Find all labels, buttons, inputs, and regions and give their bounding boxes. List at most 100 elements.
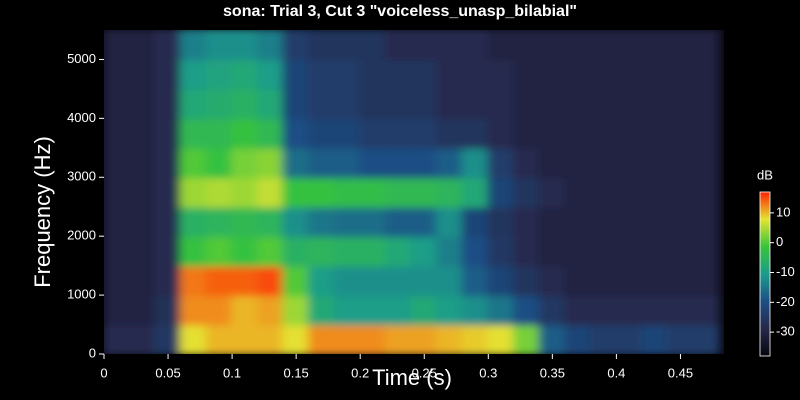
heatmap-cell [384,235,413,267]
y-tick-label: 3000 [67,169,96,184]
heatmap-cell [666,30,695,61]
heatmap-cell [410,235,439,267]
heatmap-cell [410,323,439,354]
heatmap-cell [128,323,157,354]
heatmap-cell [256,30,285,61]
heatmap-cell [154,205,182,238]
heatmap-cell [104,176,131,208]
heatmap-cell [179,264,208,297]
heatmap-cell [461,30,490,61]
heatmap-cell [282,205,310,238]
heatmap-cell [615,235,644,267]
heatmap-cell [128,117,157,149]
heatmap-cell [179,146,208,179]
heatmap-cell [615,30,644,61]
colorbar-tick-label: -10 [776,264,795,279]
heatmap-cell [307,323,336,354]
heatmap-cell [692,205,720,238]
x-tick-label: 0.1 [223,365,241,380]
colorbar-label: dB [757,167,773,182]
heatmap-cell [282,323,310,354]
heatmap-cell [179,58,208,90]
heatmap-cell [641,323,669,354]
heatmap-cell [487,294,515,326]
heatmap-cell [487,264,515,297]
x-tick-label: 0.3 [479,365,497,380]
heatmap-cell [666,294,695,326]
heatmap-cell [461,323,490,354]
heatmap-cell [692,264,720,297]
heatmap-cell [128,30,157,61]
heatmap-cell [205,117,234,149]
heatmap-cell [589,87,618,120]
heatmap-cell [615,264,644,297]
heatmap-cell [641,176,669,208]
heatmap-cell [359,264,387,297]
heatmap-cell [256,264,285,297]
heatmap-cell [231,30,259,61]
x-tick-label: 0.45 [668,365,693,380]
heatmap-cell [512,87,541,120]
heatmap-cell [179,30,208,61]
heatmap-cell [436,30,464,61]
y-tick-label: 2000 [67,228,96,243]
heatmap-cell [538,323,567,354]
heatmap-cell [154,235,182,267]
heatmap-cell [231,176,259,208]
heatmap-cell [512,264,541,297]
heatmap-cell [104,58,131,90]
heatmap-cell [461,58,490,90]
heatmap-cell [641,294,669,326]
heatmap-cell [384,58,413,90]
heatmap-cell [512,146,541,179]
heatmap-cell [256,294,285,326]
heatmap-cell [538,58,567,90]
heatmap-cell [256,146,285,179]
heatmap-cell [564,294,592,326]
heatmap-cell [692,323,720,354]
heatmap-cell [205,30,234,61]
heatmap-cell [487,205,515,238]
heatmap-cell [205,58,234,90]
heatmap-cell [564,176,592,208]
y-tick-label: 1000 [67,287,96,302]
heatmap-cell [538,294,567,326]
heatmap-cell [307,264,336,297]
heatmap-cell [615,323,644,354]
heatmap-cell [384,264,413,297]
heatmap-cell [333,323,362,354]
heatmap-cell [410,294,439,326]
heatmap-cell [461,264,490,297]
heatmap-cell [384,323,413,354]
x-tick-label: 0.25 [412,365,437,380]
heatmap-cell [307,294,336,326]
heatmap-cell [179,117,208,149]
heatmap-cell [564,58,592,90]
heatmap-cell [231,58,259,90]
heatmap-cell [487,235,515,267]
heatmap-cell [359,87,387,120]
heatmap-cell [487,146,515,179]
heatmap-cell [410,58,439,90]
heatmap-cell [154,294,182,326]
heatmap-cell [692,146,720,179]
heatmap-cell [231,264,259,297]
heatmap-cell [359,235,387,267]
heatmap-cell [282,30,310,61]
heatmap-cell [104,30,131,61]
heatmap-cell [564,30,592,61]
heatmap-cell [641,235,669,267]
heatmap-cell [128,294,157,326]
y-tick-label: 4000 [67,110,96,125]
heatmap-cell [154,87,182,120]
heatmap-cell [436,205,464,238]
heatmap-cell [564,264,592,297]
heatmap-cell [104,87,131,120]
heatmap-cell [512,323,541,354]
heatmap-cell [666,205,695,238]
heatmap-cell [487,176,515,208]
heatmap-cell [436,117,464,149]
x-axis-label: Time (s) [372,365,452,390]
heatmap-cell [512,294,541,326]
